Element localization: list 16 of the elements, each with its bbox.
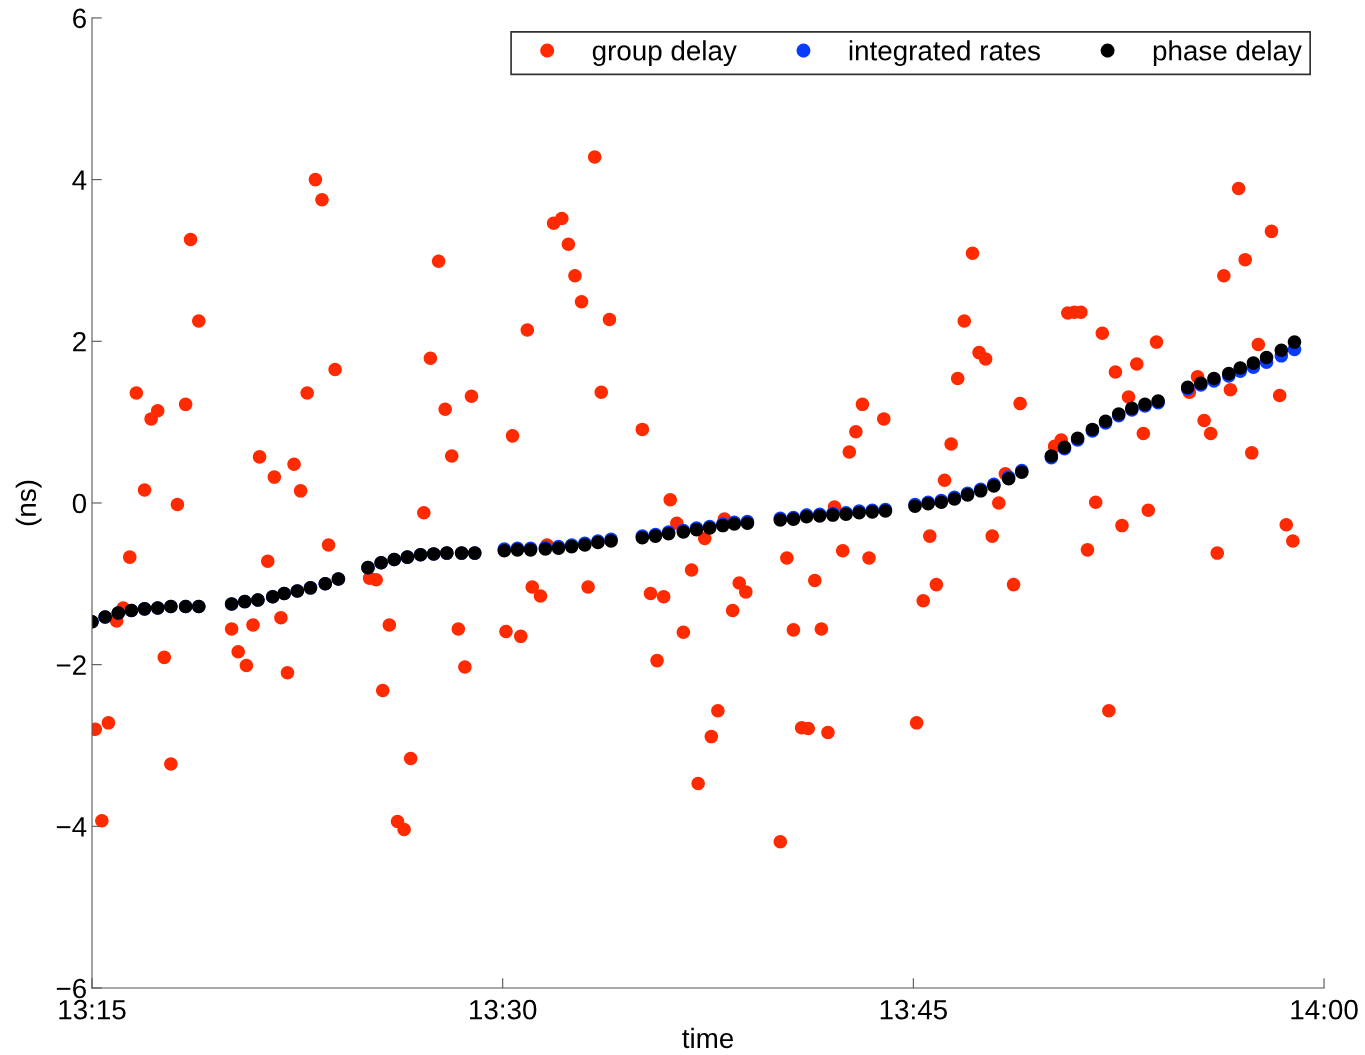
y-tick-label: 4	[72, 170, 87, 190]
x-tick-label: 13:15	[59, 999, 126, 1020]
y-tick-label: −4	[56, 817, 87, 837]
y-tick-label: 6	[73, 8, 86, 29]
y-tick-label: 0	[72, 493, 87, 514]
legend-label: integrated rates	[849, 40, 1040, 67]
y-tick-label: −2	[56, 655, 86, 675]
x-tick-label: 13:45	[880, 999, 947, 1020]
x-tick-label: 13:30	[470, 999, 537, 1020]
x-axis-title: time	[682, 1027, 734, 1049]
legend-label: group delay	[592, 40, 737, 67]
y-tick-label: −6	[56, 978, 86, 999]
legend-label: phase delay	[1153, 40, 1302, 67]
y-axis-title: (ns)	[15, 480, 42, 526]
x-tick-label: 14:00	[1291, 999, 1358, 1020]
y-tick-label: 2	[73, 331, 86, 352]
